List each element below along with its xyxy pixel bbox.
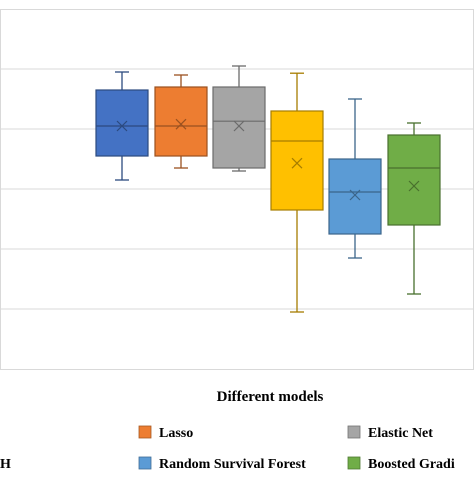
mean-marker xyxy=(291,157,303,169)
legend-label: Boosted Gradi xyxy=(368,457,455,472)
box-series xyxy=(154,74,208,169)
legend-label: Random Survival Forest xyxy=(159,457,306,472)
mean-marker xyxy=(349,189,361,201)
iqr-box xyxy=(328,158,382,235)
box-series xyxy=(328,98,382,259)
mean-marker xyxy=(408,180,420,192)
iqr-box xyxy=(387,134,441,226)
legend-label: Lasso xyxy=(159,426,193,441)
legend-swatch xyxy=(347,425,361,439)
box-series xyxy=(95,71,149,181)
box-series xyxy=(212,65,266,172)
mean-marker xyxy=(116,120,128,132)
iqr-box xyxy=(95,89,149,157)
legend-label: Elastic Net xyxy=(368,426,433,441)
iqr-box xyxy=(212,86,266,169)
iqr-box xyxy=(270,110,324,211)
iqr-box xyxy=(154,86,208,157)
box-series xyxy=(270,72,324,313)
legend-swatch xyxy=(138,425,152,439)
legend: Lasso Elastic Net Random Survival Forest Bo… xyxy=(138,425,455,472)
legend-swatch xyxy=(347,456,361,470)
mean-marker xyxy=(233,120,245,132)
box-series-group xyxy=(95,65,441,313)
legend-partial-label: H xyxy=(0,457,11,472)
box-series xyxy=(387,122,441,295)
mean-marker xyxy=(175,118,187,130)
legend-swatch xyxy=(138,456,152,470)
x-axis-label: Different models xyxy=(217,389,324,405)
